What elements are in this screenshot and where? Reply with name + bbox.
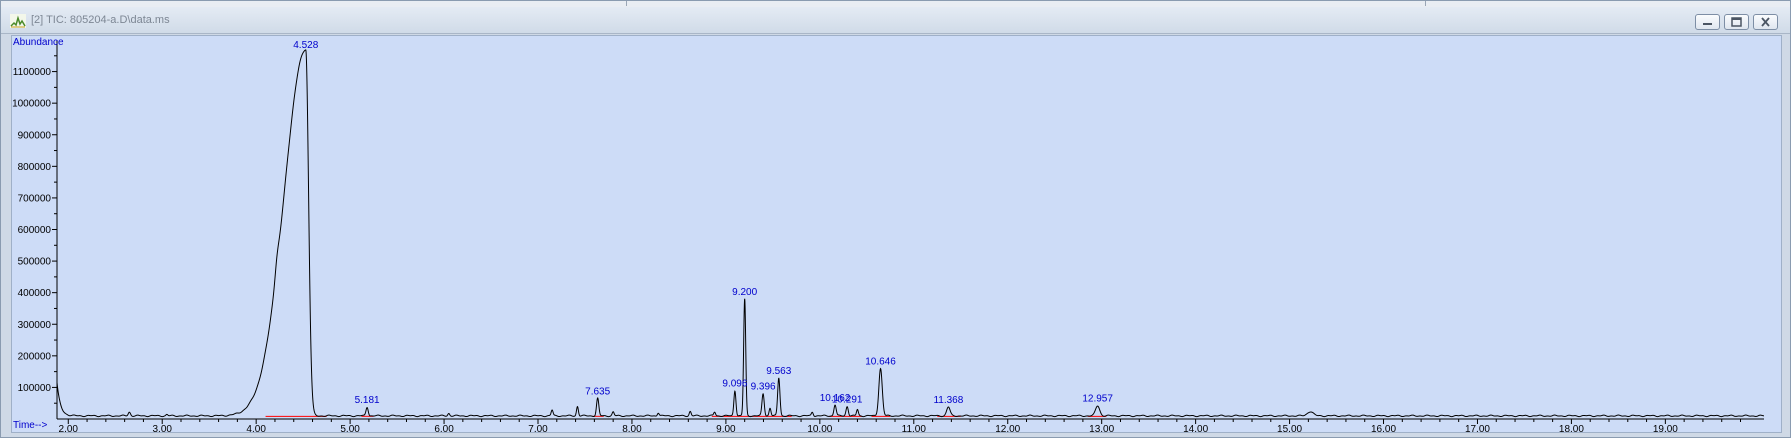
close-button[interactable] — [1753, 14, 1778, 30]
x-tick-label: 4.00 — [246, 424, 266, 432]
title-bar[interactable]: [2] TIC: 805204-a.D\data.ms — [1, 7, 1790, 34]
chromatogram-app-icon — [10, 14, 26, 28]
x-tick-label: 19.00 — [1653, 424, 1678, 432]
tic-trace-line — [57, 50, 1764, 417]
y-tick-label: 800000 — [18, 162, 52, 173]
peak-label: 4.528 — [293, 40, 318, 51]
y-tick-label: 600000 — [18, 225, 52, 236]
x-tick-label: 18.00 — [1559, 424, 1584, 432]
chromatogram-chart: 100000 200000 300000 400000 500000 600000 7000… — [12, 36, 1781, 432]
y-tick-label: 200000 — [18, 351, 52, 362]
peak-label: 5.181 — [355, 395, 380, 406]
y-tick-label: 700000 — [18, 193, 52, 204]
restore-icon — [1725, 15, 1748, 29]
y-tick-label: 300000 — [18, 320, 52, 331]
x-tick-label: 14.00 — [1183, 424, 1208, 432]
x-tick-label: 8.00 — [622, 424, 642, 432]
y-tick-label: 1100000 — [13, 67, 52, 78]
x-tick-label: 5.00 — [340, 424, 360, 432]
restore-button[interactable] — [1724, 14, 1749, 30]
x-tick-label: 17.00 — [1465, 424, 1490, 432]
peak-label: 9.396 — [751, 382, 776, 393]
y-tick-label: 400000 — [18, 288, 52, 299]
chart-axes: 100000 200000 300000 400000 500000 600000 7000… — [12, 40, 1764, 432]
y-tick-label: 100000 — [18, 383, 52, 394]
peak-label: 12.957 — [1082, 394, 1113, 405]
peak-label: 9.096 — [722, 379, 747, 390]
y-axis-label: Abundance — [13, 37, 64, 48]
y-tick-label: 900000 — [18, 130, 52, 141]
window-title: [2] TIC: 805204-a.D\data.ms — [31, 14, 170, 26]
peak-label: 9.200 — [732, 287, 757, 298]
x-tick-label: 16.00 — [1371, 424, 1396, 432]
x-tick-label: 7.00 — [528, 424, 548, 432]
x-axis-label: Time--> — [13, 420, 48, 431]
peak-labels: 4.5285.1817.6359.0969.2009.3969.56310.16… — [293, 40, 1113, 406]
y-tick-label: 1000000 — [12, 99, 51, 110]
minimize-button[interactable] — [1695, 14, 1720, 30]
x-tick-label: 11.00 — [902, 424, 927, 432]
peak-label: 11.368 — [933, 395, 963, 406]
y-tick-label: 500000 — [18, 257, 52, 268]
peak-label: 7.635 — [585, 386, 610, 397]
strip-divider — [1425, 1, 1426, 6]
x-tick-label: 10.00 — [807, 424, 832, 432]
x-tick-label: 9.00 — [716, 424, 736, 432]
x-tick-label: 13.00 — [1089, 424, 1114, 432]
peak-label: 9.563 — [766, 366, 791, 377]
strip-divider — [626, 1, 627, 6]
minimize-icon — [1696, 15, 1719, 29]
x-tick-label: 6.00 — [434, 424, 454, 432]
close-icon — [1754, 15, 1777, 29]
x-tick-label: 2.00 — [59, 424, 79, 432]
peak-label: 10.291 — [832, 394, 863, 405]
x-tick-label: 3.00 — [152, 424, 172, 432]
peak-label: 10.646 — [865, 356, 896, 367]
x-tick-label: 15.00 — [1277, 424, 1302, 432]
x-tick-label: 12.00 — [995, 424, 1020, 432]
chromatogram-plot-area[interactable]: 100000 200000 300000 400000 500000 600000 7000… — [11, 35, 1782, 433]
